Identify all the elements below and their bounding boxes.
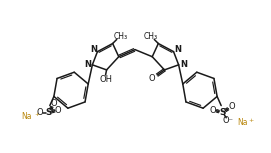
Text: O: O xyxy=(55,106,61,115)
Text: +: + xyxy=(248,118,253,123)
Text: +: + xyxy=(34,112,39,117)
Text: Na: Na xyxy=(237,118,248,127)
Text: O: O xyxy=(210,106,216,115)
Text: O: O xyxy=(149,74,156,82)
Text: O: O xyxy=(51,99,57,108)
Text: O: O xyxy=(36,108,43,117)
Text: CH₃: CH₃ xyxy=(114,32,128,41)
Text: N: N xyxy=(180,60,187,69)
Text: O⁻: O⁻ xyxy=(223,116,234,125)
Text: S: S xyxy=(46,108,52,117)
Text: O: O xyxy=(228,102,235,111)
Text: N: N xyxy=(174,45,181,54)
Text: CH₃: CH₃ xyxy=(143,32,157,41)
Text: S: S xyxy=(219,108,225,117)
Text: OH: OH xyxy=(99,75,112,84)
Text: N: N xyxy=(84,60,91,69)
Text: Na: Na xyxy=(21,112,32,121)
Text: N: N xyxy=(90,45,97,54)
